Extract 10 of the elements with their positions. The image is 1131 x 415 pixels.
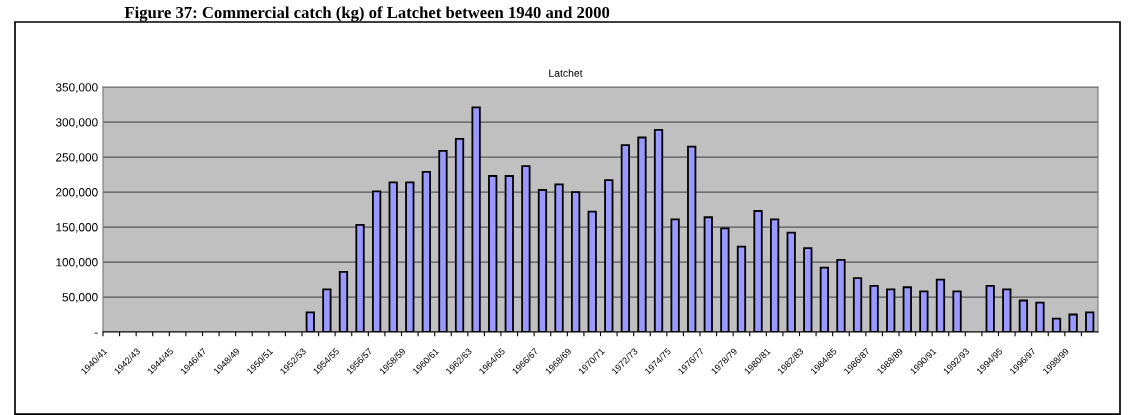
chart-subtitle: Latchet	[549, 69, 583, 77]
y-tick-label: 300,000	[55, 118, 98, 128]
y-tick-label: -	[94, 332, 98, 334]
y-tick-label: 350,000	[55, 83, 98, 93]
chart-title: Figure 37: Commercial catch (kg) of Latchet between 1940 and 2000	[124, 6, 610, 22]
y-tick-label: 200,000	[56, 188, 98, 198]
y-tick-label: 250,000	[56, 153, 98, 163]
y-tick-label: 150,000	[56, 223, 98, 233]
y-tick-label: 50,000	[62, 293, 98, 303]
y-tick-label: 100,000	[56, 258, 98, 268]
